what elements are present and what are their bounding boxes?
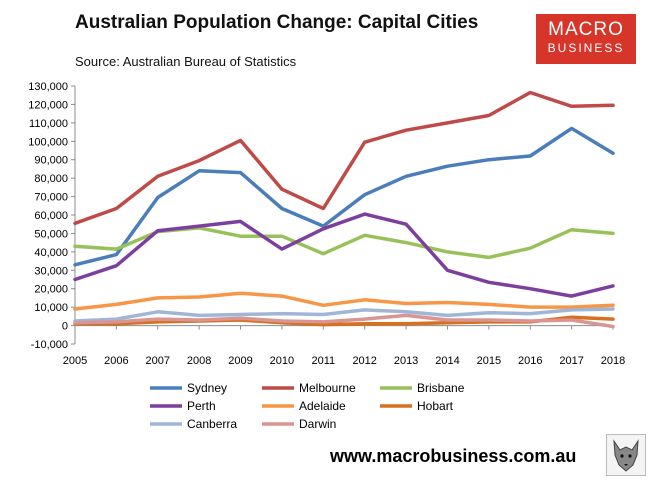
- series-line-melbourne: [73, 90, 615, 226]
- y-tick-label: 70,000: [34, 192, 68, 204]
- legend-label-adelaide: Adelaide: [299, 399, 346, 413]
- y-tick-label: 130,000: [28, 81, 68, 93]
- legend-label-sydney: Sydney: [187, 381, 227, 395]
- x-tick-label: 2009: [228, 355, 252, 367]
- series-line-sydney: [73, 126, 615, 267]
- legend-label-brisbane: Brisbane: [417, 381, 465, 395]
- x-tick-label: 2013: [394, 355, 418, 367]
- legend-label-hobart: Hobart: [417, 399, 454, 413]
- x-tick-label: 2010: [270, 355, 294, 367]
- y-tick-label: 80,000: [34, 173, 68, 185]
- x-tick-label: 2014: [435, 355, 459, 367]
- chart-subtitle: Source: Australian Bureau of Statistics: [75, 54, 297, 69]
- x-tick-label: 2018: [601, 355, 625, 367]
- x-tick-label: 2007: [146, 355, 170, 367]
- chart-title: Australian Population Change: Capital Ci…: [75, 12, 479, 33]
- y-tick-label: 90,000: [34, 155, 68, 167]
- y-tick-label: -10,000: [31, 339, 68, 351]
- x-tick-label: 2011: [311, 355, 335, 367]
- y-tick-label: 10,000: [34, 302, 68, 314]
- x-tick-label: 2008: [187, 355, 211, 367]
- y-tick-label: 120,000: [28, 99, 68, 111]
- y-tick-label: 100,000: [28, 136, 68, 148]
- legend-label-melbourne: Melbourne: [299, 381, 356, 395]
- y-tick-label: 60,000: [34, 210, 68, 222]
- series-line-canberra: [73, 307, 615, 323]
- website-url[interactable]: www.macrobusiness.com.au: [330, 446, 577, 466]
- logo-line-2: BUSINESS: [547, 41, 625, 55]
- x-tick-label: 2006: [104, 355, 128, 367]
- x-tick-label: 2016: [518, 355, 542, 367]
- macrobusiness-logo: MACRO BUSINESS: [536, 14, 636, 64]
- y-tick-label: 0: [62, 321, 68, 333]
- chart-series: [73, 90, 615, 329]
- x-tick-label: 2012: [352, 355, 376, 367]
- legend-label-canberra: Canberra: [187, 417, 237, 431]
- y-tick-label: 110,000: [29, 118, 68, 130]
- y-tick-label: 50,000: [34, 228, 68, 240]
- x-tick-label: 2015: [477, 355, 501, 367]
- chart-legend: Sydney Melbourne Brisbane Perth Adelaide Hoba…: [150, 381, 465, 431]
- wolf-logo-icon: [606, 434, 646, 476]
- series-line-darwin: [73, 313, 615, 329]
- y-tick-label: 20,000: [34, 284, 68, 296]
- y-tick-label: 30,000: [34, 265, 68, 277]
- legend-label-darwin: Darwin: [299, 417, 336, 431]
- series-line-perth: [73, 212, 615, 298]
- logo-line-1: MACRO: [548, 19, 624, 40]
- series-line-adelaide: [73, 291, 615, 311]
- legend-label-perth: Perth: [187, 399, 216, 413]
- x-tick-label: 2005: [63, 355, 87, 367]
- y-tick-label: 40,000: [34, 247, 68, 259]
- x-tick-label: 2017: [559, 355, 583, 367]
